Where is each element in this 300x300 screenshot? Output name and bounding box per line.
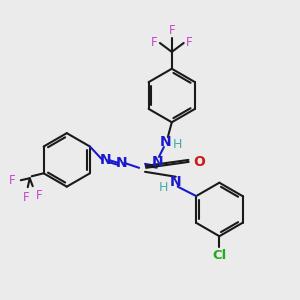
Text: H: H: [159, 181, 169, 194]
Text: H: H: [173, 138, 182, 151]
Text: N: N: [170, 175, 182, 189]
Text: N: N: [160, 135, 172, 149]
Text: F: F: [9, 174, 16, 187]
Text: F: F: [151, 37, 158, 50]
Text: F: F: [36, 189, 42, 202]
Text: N: N: [116, 156, 127, 170]
Text: F: F: [186, 37, 192, 50]
Text: Cl: Cl: [212, 249, 226, 262]
Text: F: F: [22, 191, 29, 204]
Text: O: O: [194, 155, 206, 169]
Text: N: N: [100, 153, 111, 167]
Text: N: N: [152, 155, 164, 169]
Text: F: F: [169, 24, 175, 37]
